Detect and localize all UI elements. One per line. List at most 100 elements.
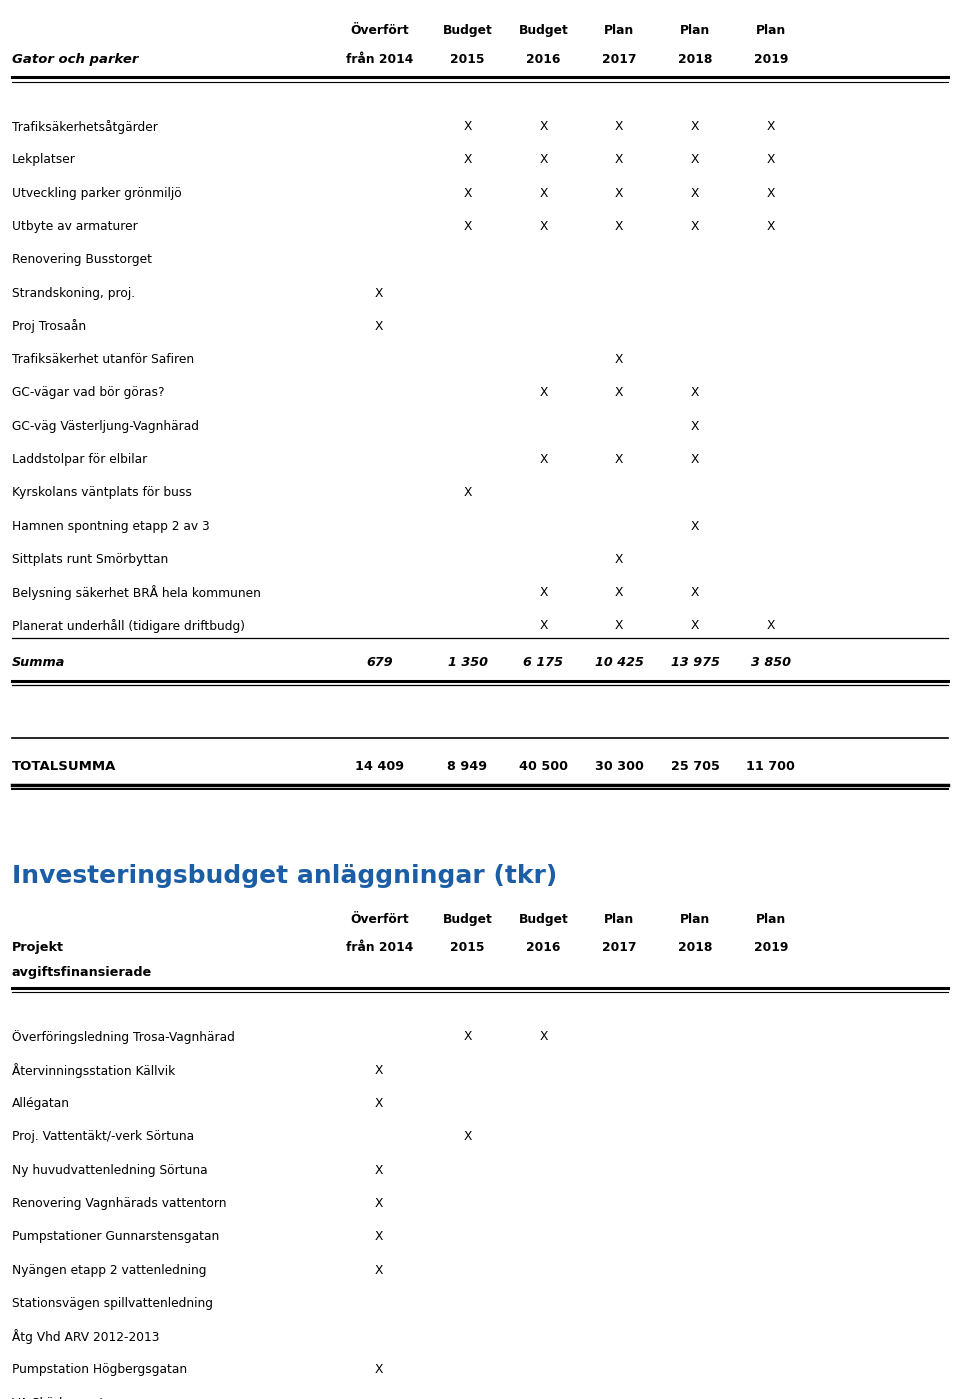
Text: X: X [375,1263,383,1276]
Text: Överfört: Överfört [349,24,409,38]
Text: X: X [464,1130,471,1143]
Text: 40 500: 40 500 [518,760,568,774]
Text: Lekplatser: Lekplatser [12,154,76,166]
Text: avgiftsfinansierade: avgiftsfinansierade [12,967,152,979]
Text: Laddstolpar för elbilar: Laddstolpar för elbilar [12,453,147,466]
Text: Plan: Plan [756,914,786,926]
Text: X: X [691,186,699,200]
Text: Överfört: Överfört [349,914,409,926]
Text: Budget: Budget [443,24,492,38]
Text: X: X [375,320,383,333]
Text: X: X [464,220,471,232]
Text: X: X [767,154,775,166]
Text: Plan: Plan [680,914,710,926]
Text: X: X [375,1164,383,1177]
Text: X: X [540,620,547,632]
Text: Strandskoning, proj.: Strandskoning, proj. [12,287,134,299]
Text: Sittplats runt Smörbyttan: Sittplats runt Smörbyttan [12,553,168,565]
Text: 2015: 2015 [450,942,485,954]
Text: 3 850: 3 850 [751,656,791,669]
Text: Trafiksäkerhet utanför Safiren: Trafiksäkerhet utanför Safiren [12,353,194,367]
Text: X: X [464,1031,471,1044]
Text: GC-väg Västerljung-Vagnhärad: GC-väg Västerljung-Vagnhärad [12,420,199,432]
Text: 8 949: 8 949 [447,760,488,774]
Text: Investeringsbudget anläggningar (tkr): Investeringsbudget anläggningar (tkr) [12,865,557,888]
Text: Kyrskolans väntplats för buss: Kyrskolans väntplats för buss [12,487,191,499]
Text: 6 175: 6 175 [523,656,564,669]
Text: X: X [691,453,699,466]
Text: Pumpstation Högbergsgatan: Pumpstation Högbergsgatan [12,1364,186,1377]
Text: 25 705: 25 705 [671,760,719,774]
Text: X: X [540,120,547,133]
Text: X: X [464,487,471,499]
Text: X: X [615,186,623,200]
Text: X: X [464,186,471,200]
Text: X: X [540,453,547,466]
Text: GC-vägar vad bör göras?: GC-vägar vad bör göras? [12,386,164,399]
Text: 2016: 2016 [526,53,561,66]
Text: Trafiksäkerhetsåtgärder: Trafiksäkerhetsåtgärder [12,119,157,133]
Text: X: X [615,386,623,399]
Text: 2019: 2019 [754,942,788,954]
Text: X: X [540,1031,547,1044]
Text: 10 425: 10 425 [595,656,643,669]
Text: X: X [540,586,547,599]
Text: Renovering Busstorget: Renovering Busstorget [12,253,152,266]
Text: Överföringsledning Trosa-Vagnhärad: Överföringsledning Trosa-Vagnhärad [12,1030,234,1044]
Text: X: X [375,287,383,299]
Text: X: X [691,220,699,232]
Text: 1 350: 1 350 [447,656,488,669]
Text: Plan: Plan [680,24,710,38]
Text: X: X [464,154,471,166]
Text: Ny huvudvattenledning Sörtuna: Ny huvudvattenledning Sörtuna [12,1164,207,1177]
Text: X: X [615,453,623,466]
Text: Renovering Vagnhärads vattentorn: Renovering Vagnhärads vattentorn [12,1198,226,1210]
Text: 2018: 2018 [678,942,712,954]
Text: X: X [767,120,775,133]
Text: X: X [691,386,699,399]
Text: Plan: Plan [604,24,635,38]
Text: Proj. Vattentäkt/-verk Sörtuna: Proj. Vattentäkt/-verk Sörtuna [12,1130,194,1143]
Text: X: X [375,1097,383,1109]
Text: 2017: 2017 [602,53,636,66]
Text: X: X [540,154,547,166]
Text: X: X [540,220,547,232]
Text: X: X [615,220,623,232]
Text: X: X [375,1230,383,1244]
Text: 13 975: 13 975 [671,656,719,669]
Text: Allégatan: Allégatan [12,1097,69,1109]
Text: Planerat underhåll (tidigare driftbudg): Planerat underhåll (tidigare driftbudg) [12,618,245,632]
Text: X: X [767,620,775,632]
Text: Hamnen spontning etapp 2 av 3: Hamnen spontning etapp 2 av 3 [12,519,209,533]
Text: X: X [691,586,699,599]
Text: X: X [615,553,623,565]
Text: VA Skärlagsgatan: VA Skärlagsgatan [12,1396,119,1399]
Text: Gator och parker: Gator och parker [12,53,138,66]
Text: X: X [375,1198,383,1210]
Text: 679: 679 [366,656,393,669]
Text: X: X [767,186,775,200]
Text: X: X [691,154,699,166]
Text: Plan: Plan [756,24,786,38]
Text: Projekt: Projekt [12,942,63,954]
Text: från 2014: från 2014 [346,53,413,66]
Text: TOTALSUMMA: TOTALSUMMA [12,760,116,774]
Text: X: X [615,620,623,632]
Text: Plan: Plan [604,914,635,926]
Text: X: X [691,420,699,432]
Text: X: X [691,120,699,133]
Text: Åtg Vhd ARV 2012-2013: Åtg Vhd ARV 2012-2013 [12,1329,159,1344]
Text: Återvinningsstation Källvik: Återvinningsstation Källvik [12,1063,175,1077]
Text: 14 409: 14 409 [354,760,404,774]
Text: 11 700: 11 700 [747,760,795,774]
Text: Summa: Summa [12,656,65,669]
Text: X: X [615,586,623,599]
Text: 30 300: 30 300 [595,760,643,774]
Text: X: X [615,120,623,133]
Text: 2015: 2015 [450,53,485,66]
Text: från 2014: från 2014 [346,942,413,954]
Text: Utbyte av armaturer: Utbyte av armaturer [12,220,137,232]
Text: X: X [540,186,547,200]
Text: X: X [691,519,699,533]
Text: 2019: 2019 [754,53,788,66]
